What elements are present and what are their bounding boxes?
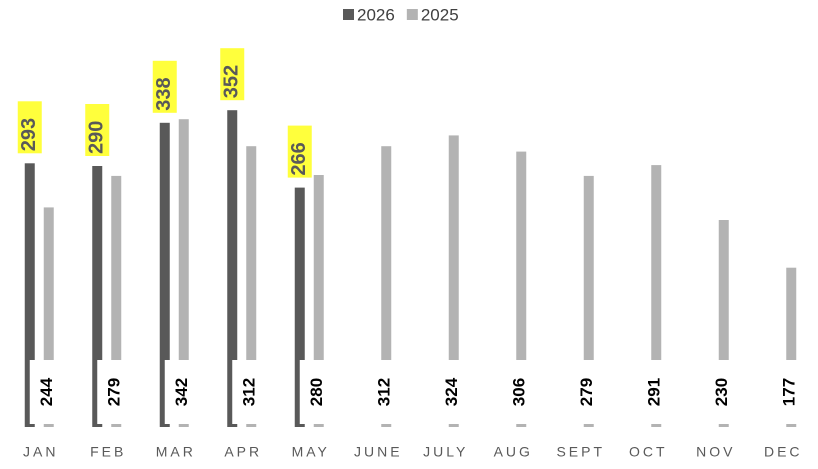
label-bg	[164, 360, 195, 424]
label-highlight	[152, 60, 177, 113]
legend-swatch	[343, 9, 354, 20]
data-label: 342	[172, 378, 191, 406]
label-bg	[704, 360, 735, 424]
label-highlight	[17, 101, 42, 154]
label-bg	[29, 360, 60, 424]
bar	[111, 175, 122, 427]
data-label: 306	[510, 378, 529, 406]
x-tick-label: OCT	[629, 444, 668, 460]
data-label: 290	[86, 121, 108, 154]
label-bg	[502, 360, 533, 424]
data-label: 293	[18, 118, 40, 151]
legend-label: 2025	[421, 5, 459, 24]
label-bg	[434, 360, 465, 424]
legend-swatch	[406, 9, 418, 20]
x-tick-label: MAY	[292, 444, 330, 460]
legend-label: 2026	[357, 5, 395, 24]
label-bg	[299, 360, 330, 424]
x-tick-label: JULY	[423, 444, 468, 460]
x-tick-label: FEB	[90, 444, 126, 460]
bar	[227, 110, 238, 427]
bar	[313, 175, 324, 427]
x-tick-label: NOV	[696, 444, 735, 460]
data-label: 312	[375, 378, 394, 406]
bar	[92, 166, 103, 427]
bar	[583, 175, 594, 427]
label-highlight	[85, 104, 110, 156]
data-label: 279	[577, 378, 596, 406]
data-label: 244	[37, 377, 56, 406]
bar	[381, 146, 392, 427]
bar	[43, 207, 54, 427]
label-bg	[97, 360, 128, 424]
x-tick-label: AUG	[494, 444, 533, 460]
label-bg	[232, 360, 263, 424]
data-label: 279	[105, 378, 124, 406]
data-label: 312	[240, 378, 259, 406]
bar	[718, 220, 729, 427]
data-label: 280	[307, 378, 326, 406]
data-label: 291	[645, 378, 664, 406]
data-label: 324	[442, 377, 461, 406]
bar	[516, 151, 527, 427]
label-bg	[367, 360, 398, 424]
data-label: 177	[780, 378, 799, 406]
bar	[651, 165, 662, 427]
bar	[246, 146, 257, 427]
bar	[24, 163, 35, 428]
bar	[786, 267, 797, 427]
label-bg	[772, 360, 803, 424]
x-tick-label: APR	[224, 444, 262, 460]
x-tick-label: JUNE	[354, 444, 403, 460]
data-label: 230	[712, 378, 731, 406]
x-tick-label: JAN	[23, 444, 58, 460]
data-label: 266	[288, 142, 310, 175]
bar	[159, 122, 170, 428]
bar	[294, 187, 305, 427]
bar	[178, 119, 189, 427]
data-label: 338	[153, 77, 175, 110]
x-tick-label: MAR	[156, 444, 196, 460]
data-label: 352	[221, 65, 243, 98]
bar	[448, 135, 459, 427]
x-tick-label: SEPT	[556, 444, 605, 460]
label-highlight	[287, 125, 312, 178]
x-tick-label: DEC	[764, 444, 803, 460]
label-bg	[637, 360, 668, 424]
label-highlight	[220, 48, 245, 101]
label-bg	[569, 360, 600, 424]
